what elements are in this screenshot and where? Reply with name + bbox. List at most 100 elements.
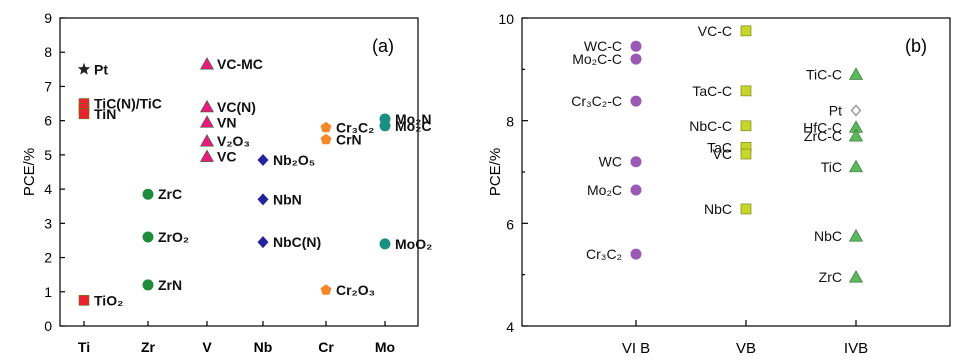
point-label-cr-c-c: Cr₃C₂-C [571, 93, 622, 109]
x-tick-label-zr: Zr [141, 339, 156, 355]
panel-label: (a) [372, 36, 394, 56]
point-label-vc: VC [713, 146, 732, 162]
point-label-hfc-c: HfC-C [803, 119, 842, 135]
point-label-pt: Pt [829, 102, 842, 118]
marker-v-o [199, 134, 215, 147]
y-tick-label: 6 [506, 216, 514, 232]
y-tick-label: 4 [44, 181, 52, 197]
marker-vc-n [199, 99, 215, 113]
marker-zro [142, 231, 154, 243]
point-label-cr-c: Cr₃C₂ [336, 120, 374, 136]
y-tick-label: 6 [44, 113, 52, 129]
point-label-zrn: ZrN [158, 277, 182, 293]
marker-pt [850, 104, 862, 117]
point-label-crn: CrN [336, 131, 362, 147]
point-label-vc: VC [217, 149, 236, 165]
x-tick-label-mo: Mo [375, 339, 395, 355]
marker-tac-c [740, 85, 752, 97]
point-label-mo-c-c: Mo₂C-C [572, 51, 622, 67]
point-label-tic: TiC [821, 159, 842, 175]
point-label-nbn: NbN [273, 191, 302, 207]
point-label-nbc-c: NbC-C [689, 118, 732, 134]
y-tick-label: 5 [44, 147, 52, 163]
y-tick-label: 9 [44, 10, 52, 26]
point-label-zro: ZrO₂ [158, 229, 189, 245]
marker-vc-c [740, 25, 752, 37]
marker-vn [199, 115, 215, 128]
y-tick-label: 7 [44, 78, 52, 94]
point-label-vc-n: VC(N) [217, 99, 256, 115]
marker-vc [740, 148, 752, 160]
point-label-tac: TaC [707, 139, 732, 155]
marker-zrc [142, 188, 154, 200]
marker-wc [630, 156, 642, 168]
marker-cr-c [320, 121, 332, 133]
x-tick-label-vi-b: VI B [622, 340, 650, 357]
point-label-v-o: V₂O₃ [217, 133, 250, 149]
point-label-cr-c: Cr₃C₂ [586, 246, 622, 262]
marker-nb-o [257, 154, 269, 167]
point-label-wc: WC [599, 154, 622, 170]
y-tick-label: 4 [506, 319, 514, 335]
marker-mo-c [630, 184, 642, 196]
marker-zrn [142, 279, 154, 291]
marker-mo-c-c [630, 53, 642, 65]
marker-moo [379, 238, 391, 250]
y-tick-label: 2 [44, 250, 52, 266]
marker-nbc [848, 229, 864, 242]
marker-crn [320, 133, 332, 145]
y-tick-label: 8 [44, 44, 52, 60]
point-label-moo: MoO₂ [395, 236, 432, 252]
x-tick-label-ti: Ti [78, 339, 90, 355]
marker-nbc [740, 203, 752, 215]
point-label-tio: TiO₂ [94, 292, 123, 308]
point-label-nb-o: Nb₂O₅ [273, 152, 315, 168]
y-tick-label: 10 [498, 11, 514, 27]
x-tick-label-ivb: IVB [844, 340, 868, 357]
point-label-vn: VN [217, 114, 236, 130]
point-label-zrc: ZrC [158, 186, 182, 202]
x-tick-label-nb: Nb [254, 339, 273, 355]
marker-wc-c [630, 40, 642, 52]
point-label-tin: TiN [94, 106, 116, 122]
marker-zrc [848, 270, 864, 283]
point-label-nbc: NbC [704, 201, 732, 217]
y-tick-label: 0 [44, 318, 52, 334]
marker-nbn [257, 193, 269, 206]
marker-vc-mc [199, 57, 215, 70]
marker-cr-c [630, 248, 642, 260]
point-label-tic-c: TiC-C [806, 66, 842, 82]
marker-vc [199, 149, 215, 162]
y-tick-label: 8 [506, 114, 514, 130]
marker-tic [848, 159, 864, 173]
point-label-mo-n: Mo₂N [395, 111, 432, 127]
marker-zrc-c [848, 128, 864, 142]
y-tick-label: 3 [44, 215, 52, 231]
marker-cr-o [320, 284, 332, 295]
marker-nbc-c [740, 120, 752, 132]
x-tick-label-vb: VB [736, 340, 756, 357]
marker-tio [78, 295, 90, 306]
x-tick-label-v: V [202, 339, 212, 355]
marker-cr-c-c [630, 95, 642, 107]
point-label-zrc: ZrC [819, 269, 842, 285]
point-label-nbc: NbC [814, 228, 842, 244]
point-label-pt: Pt [94, 61, 108, 77]
point-label-zrc-c: ZrC-C [804, 128, 842, 144]
point-label-tac-c: TaC-C [692, 83, 732, 99]
y-axis-title: PCE/% [487, 148, 504, 196]
marker-mo-c [379, 120, 391, 132]
point-label-tic-n-tic: TiC(N)/TiC [94, 96, 162, 112]
point-label-mo-c: Mo₂C [395, 118, 432, 134]
point-label-vc-mc: VC-MC [217, 56, 263, 72]
point-label-cr-o: Cr₂O₃ [336, 282, 375, 298]
y-axis-title: PCE/% [21, 148, 38, 196]
panel-a-chart: 0 1 2 3 4 5 6 7 8 9 Ti Zr V Nb Cr Mo PCE/% (a) Pt TiC(N)/Ti… [21, 10, 432, 355]
marker-tic-c [848, 67, 864, 80]
marker-pt [77, 62, 91, 75]
panel-label: (b) [905, 36, 927, 56]
point-label-vc-c: VC-C [698, 23, 732, 39]
point-label-mo-c: Mo₂C [587, 182, 622, 198]
